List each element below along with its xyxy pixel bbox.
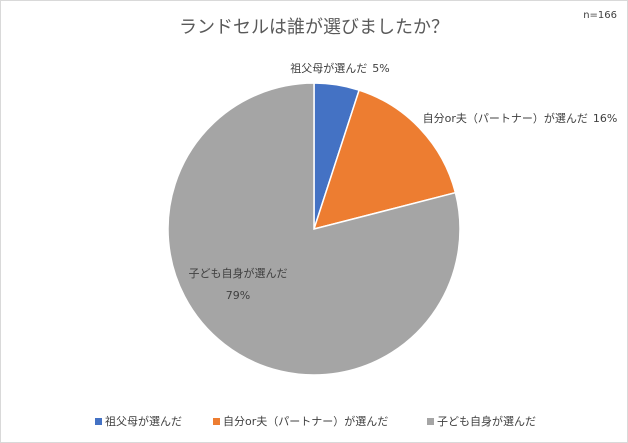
data-label-category: 祖父母が選んだ: [290, 61, 367, 75]
data-label-category: 子ども自身が選んだ: [189, 266, 288, 280]
data-label-value: 5%: [372, 62, 389, 75]
data-label: 自分or夫（パートナー）が選んだ 16%: [423, 111, 618, 125]
chart-title: ランドセルは誰が選びましたか？: [179, 17, 449, 38]
pie-slice: [167, 82, 461, 376]
data-label: 祖父母が選んだ 5%: [290, 61, 389, 75]
legend-label: 子ども自身が選んだ: [437, 414, 536, 428]
annotation: n=166: [583, 10, 617, 21]
data-label-value: 79%: [226, 289, 250, 302]
data-label-category: 自分or夫（パートナー）が選んだ: [423, 111, 588, 125]
legend-marker: [427, 418, 434, 425]
data-label-value: 16%: [593, 112, 617, 125]
legend-label: 祖父母が選んだ: [105, 414, 182, 428]
legend-label: 自分or夫（パートナー）が選んだ: [223, 414, 388, 428]
pie-slice: [312, 89, 457, 231]
legend-marker: [95, 418, 102, 425]
data-label: 子ども自身が選んだ 79%: [189, 266, 288, 302]
legend-marker: [213, 418, 220, 425]
